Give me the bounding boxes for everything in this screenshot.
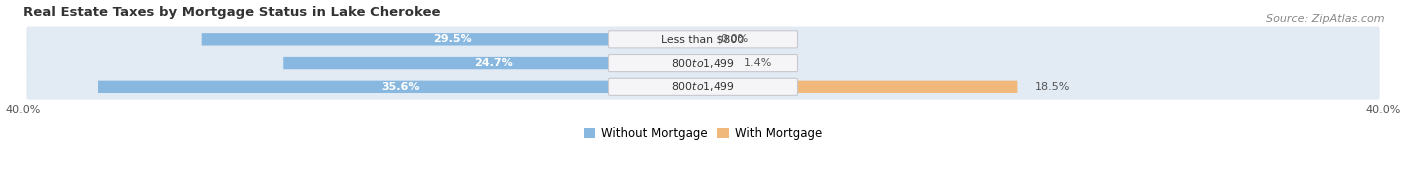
Text: Source: ZipAtlas.com: Source: ZipAtlas.com	[1267, 14, 1385, 24]
FancyBboxPatch shape	[609, 31, 797, 48]
Text: 35.6%: 35.6%	[381, 82, 420, 92]
FancyBboxPatch shape	[27, 50, 1379, 76]
FancyBboxPatch shape	[609, 55, 797, 72]
Text: $800 to $1,499: $800 to $1,499	[671, 80, 735, 93]
Text: 24.7%: 24.7%	[474, 58, 513, 68]
Text: 1.4%: 1.4%	[744, 58, 772, 68]
Text: 18.5%: 18.5%	[1035, 82, 1070, 92]
FancyBboxPatch shape	[609, 78, 797, 95]
FancyBboxPatch shape	[703, 81, 1018, 93]
Text: $800 to $1,499: $800 to $1,499	[671, 57, 735, 70]
FancyBboxPatch shape	[98, 81, 703, 93]
Text: Real Estate Taxes by Mortgage Status in Lake Cherokee: Real Estate Taxes by Mortgage Status in …	[24, 5, 440, 19]
FancyBboxPatch shape	[201, 33, 703, 45]
FancyBboxPatch shape	[283, 57, 703, 69]
FancyBboxPatch shape	[27, 27, 1379, 52]
Text: 29.5%: 29.5%	[433, 34, 471, 44]
FancyBboxPatch shape	[27, 74, 1379, 100]
Text: Less than $800: Less than $800	[661, 34, 745, 44]
FancyBboxPatch shape	[703, 57, 727, 69]
Legend: Without Mortgage, With Mortgage: Without Mortgage, With Mortgage	[579, 122, 827, 145]
Text: 0.0%: 0.0%	[720, 34, 748, 44]
